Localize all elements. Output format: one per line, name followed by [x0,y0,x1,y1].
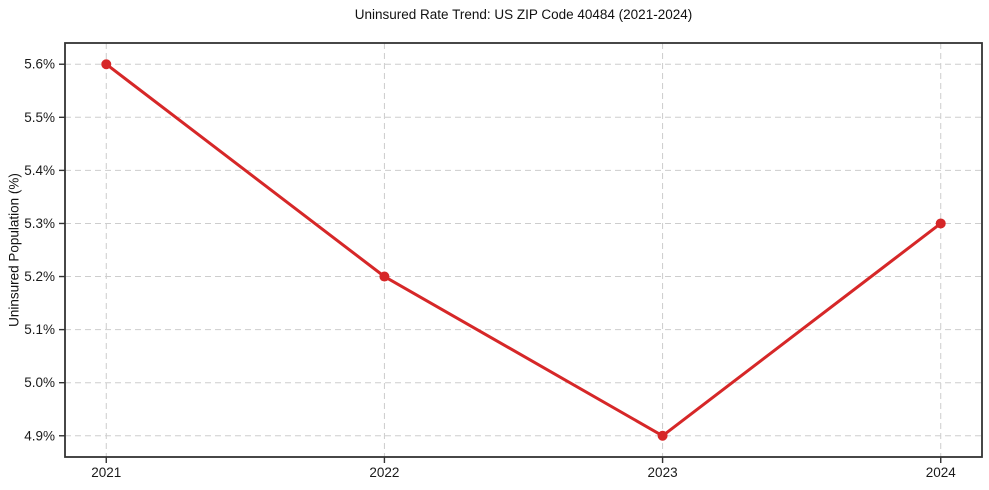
data-point-2023 [657,430,668,441]
x-tick-label: 2022 [369,465,399,480]
data-point-2021 [101,59,112,70]
y-tick-label: 5.0% [24,375,55,390]
y-tick-label: 5.3% [24,216,55,231]
y-tick-label: 5.2% [24,269,55,284]
data-point-2024 [935,218,946,229]
plot-border [64,42,983,458]
y-tick-label: 5.6% [24,57,55,72]
data-point-2022 [379,271,390,282]
y-tick-label: 4.9% [24,428,55,443]
x-tick-label: 2024 [926,465,957,480]
data-line [104,62,943,438]
x-tick-label: 2023 [648,465,678,480]
y-tick-label: 5.1% [24,322,55,337]
y-tick-label: 5.4% [24,163,55,178]
x-tick-label: 2021 [91,465,121,480]
chart-title: Uninsured Rate Trend: US ZIP Code 40484 … [354,7,693,22]
y-tick-label: 5.5% [24,110,55,125]
